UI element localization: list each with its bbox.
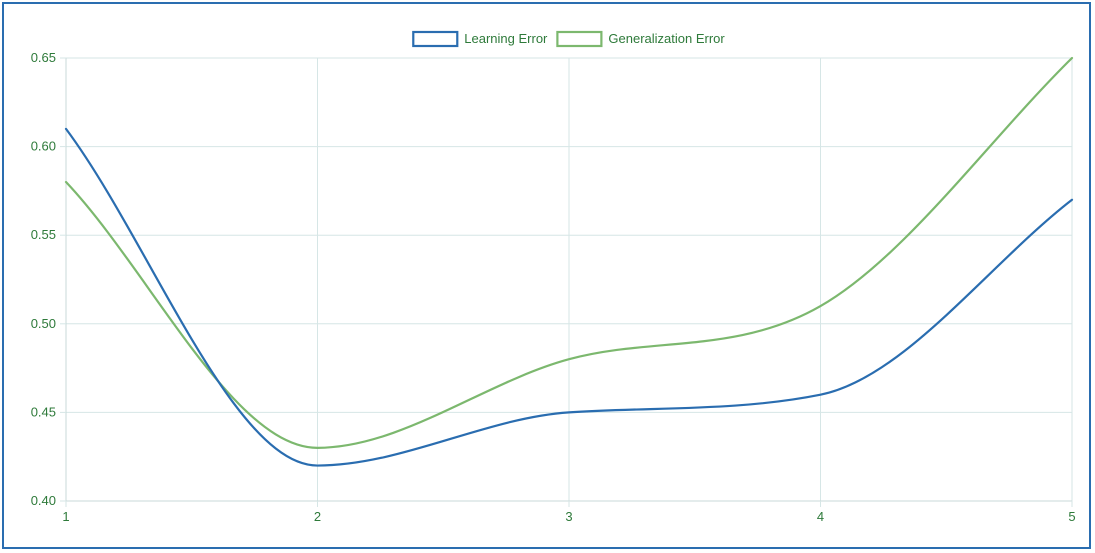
y-tick-label: 0.40 <box>31 493 56 508</box>
x-tick-label: 4 <box>817 509 824 524</box>
y-tick-label: 0.45 <box>31 404 56 419</box>
legend-swatch-1 <box>556 30 603 48</box>
x-tick-label: 5 <box>1068 509 1075 524</box>
x-axis-ticks: 1 2 3 4 5 <box>62 501 1076 524</box>
series-lines <box>64 56 1074 467</box>
y-tick-label: 0.55 <box>31 227 56 242</box>
y-tick-label: 0.65 <box>31 50 56 65</box>
y-tick-label: 0.60 <box>31 139 56 154</box>
legend: Learning Error Generalization Error <box>412 30 725 48</box>
y-tick-label: 0.50 <box>31 316 56 331</box>
x-tick-label: 3 <box>565 509 572 524</box>
x-tick-label: 1 <box>62 509 69 524</box>
x-tick-label: 2 <box>314 509 321 524</box>
grid-lines <box>65 57 1073 502</box>
legend-label-1: Generalization Error <box>608 31 725 46</box>
y-axis-ticks: 0.40 0.45 0.50 0.55 0.60 0.65 <box>31 50 66 508</box>
legend-swatch-0 <box>412 30 459 48</box>
series-line-0 <box>64 127 1074 467</box>
legend-label-0: Learning Error <box>464 31 548 46</box>
